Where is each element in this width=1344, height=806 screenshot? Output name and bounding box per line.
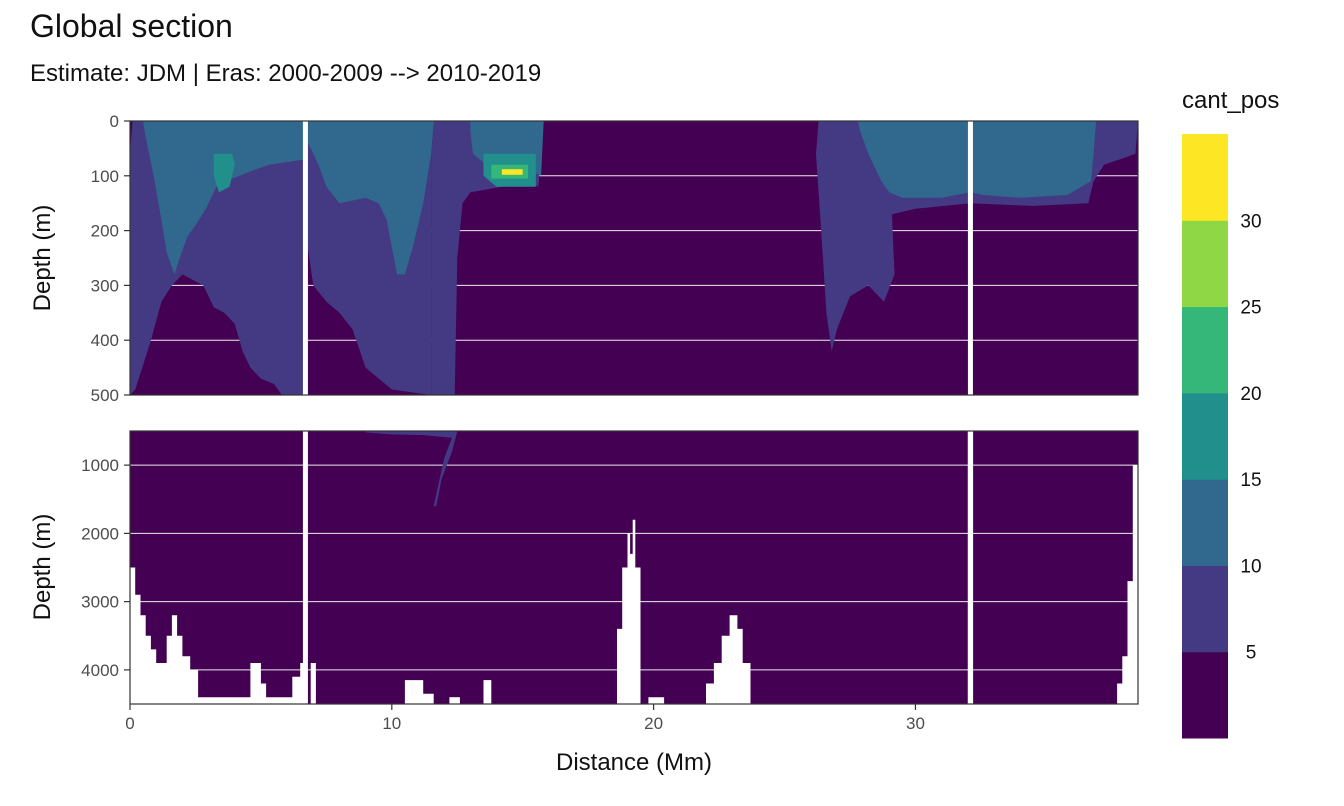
seafloor-blank [310,663,316,704]
legend-color-bin [1182,306,1228,394]
seafloor-blank [483,680,492,704]
legend-break-label: 25 [1240,298,1261,319]
upper-contour-region [213,153,235,193]
chart-title: Global section [30,8,233,44]
legend-color-bin [1182,565,1228,653]
y-tick-label: 400 [91,331,119,350]
upper-y-axis-label: Depth (m) [29,205,56,312]
colorbar-legend: cant_pos 5 10 15 20 25 30 [1182,87,1279,739]
y-tick-label: 300 [91,276,119,295]
x-axis-ticks: 0 10 20 30 [125,704,925,733]
section-break-line [967,121,973,395]
y-tick-label: 200 [91,222,119,241]
section-break-line [302,121,308,395]
seafloor-blank [706,615,751,704]
upper-contour-region [970,121,1097,198]
upper-section-breaks [302,121,973,395]
legend-break-label: 15 [1240,470,1261,491]
upper-contour-region [431,121,544,395]
y-tick-label: 2000 [81,524,119,543]
y-tick-label: 1000 [81,456,119,475]
x-tick-label: 0 [125,714,134,733]
lower-section-breaks [302,431,973,704]
section-break-line [967,431,973,704]
x-tick-label: 10 [382,714,401,733]
chart-subtitle: Estimate: JDM | Eras: 2000-2009 --> 2010… [30,60,542,87]
seafloor-blank [617,519,641,704]
seafloor-blank [404,680,434,704]
legend-color-bin [1182,651,1228,739]
lower-y-axis-label: Depth (m) [29,514,56,621]
legend-break-label: 30 [1240,211,1261,232]
legend-color-bin [1182,479,1228,566]
lower-panel-border [129,430,1139,705]
section-break-line [302,431,308,704]
y-tick-label: 3000 [81,593,119,612]
upper-y-ticks: 0 100 200 300 400 500 [91,112,130,405]
legend-break-label: 10 [1240,556,1261,577]
x-tick-label: 20 [644,714,663,733]
seafloor-blank [449,697,460,704]
upper-panel: 0 100 200 300 400 500 [91,112,1139,405]
upper-contour-region [305,121,434,275]
upper-contour-region [857,121,971,198]
legend-title: cant_pos [1182,87,1279,114]
legend-color-bins [1182,134,1228,739]
legend-color-bin [1182,392,1228,480]
lower-panel: 1000 2000 3000 4000 [81,430,1139,705]
upper-panel-border [129,120,1139,396]
y-tick-label: 4000 [81,661,119,680]
legend-color-bin [1182,220,1228,308]
y-tick-label: 100 [91,167,119,186]
seafloor-blank [1117,465,1138,704]
legend-break-labels: 5 10 15 20 25 30 [1240,211,1261,663]
lower-y-ticks: 1000 2000 3000 4000 [81,456,130,680]
y-tick-label: 0 [110,112,119,131]
legend-color-bin [1182,134,1228,221]
x-axis-label: Distance (Mm) [556,749,712,776]
upper-contour-region [143,121,306,275]
y-tick-label: 500 [91,386,119,405]
legend-break-label: 5 [1246,643,1257,664]
legend-break-label: 20 [1240,384,1261,405]
upper-contour-fills [130,121,1138,395]
x-tick-label: 30 [906,714,925,733]
seafloor-blank [648,697,665,704]
seafloor-blank [130,567,306,704]
upper-contour-region [501,169,523,175]
